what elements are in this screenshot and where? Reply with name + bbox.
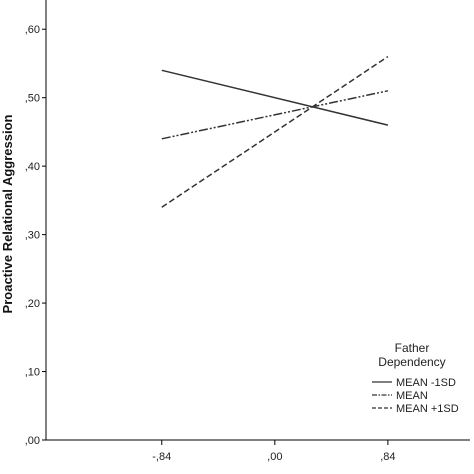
y-tick-label: ,50 <box>25 93 40 105</box>
x-tick-label: ,84 <box>380 451 395 463</box>
series-line-mean-1sd <box>161 69 389 126</box>
y-tick-label: ,40 <box>25 161 40 173</box>
y-tick-label: ,00 <box>25 435 40 447</box>
y-tick-label: ,20 <box>25 298 40 310</box>
legend-label: MEAN +1SD <box>396 403 459 415</box>
x-tick-label: -,84 <box>152 451 171 463</box>
y-tick-label: ,60 <box>25 24 40 36</box>
series-line-mean <box>161 90 389 140</box>
y-axis-title: Proactive Relational Aggression <box>0 114 15 313</box>
series-line-mean-1sd <box>161 55 389 208</box>
legend-title-line1: Father <box>395 341 430 355</box>
legend-title-line2: Dependency <box>378 355 445 369</box>
x-tick-label: ,00 <box>267 451 282 463</box>
legend-label: MEAN <box>396 390 428 402</box>
series-lines <box>161 55 389 208</box>
x-axis-ticks: -,84 ,00 ,84 <box>152 440 396 463</box>
legend-label: MEAN -1SD <box>396 377 456 389</box>
plot-area <box>45 0 470 441</box>
y-tick-label: ,30 <box>25 230 40 242</box>
y-tick-label: ,10 <box>25 367 40 379</box>
y-axis-ticks: ,00 ,10 ,20 ,30 ,40 ,50 ,60 <box>25 24 46 447</box>
